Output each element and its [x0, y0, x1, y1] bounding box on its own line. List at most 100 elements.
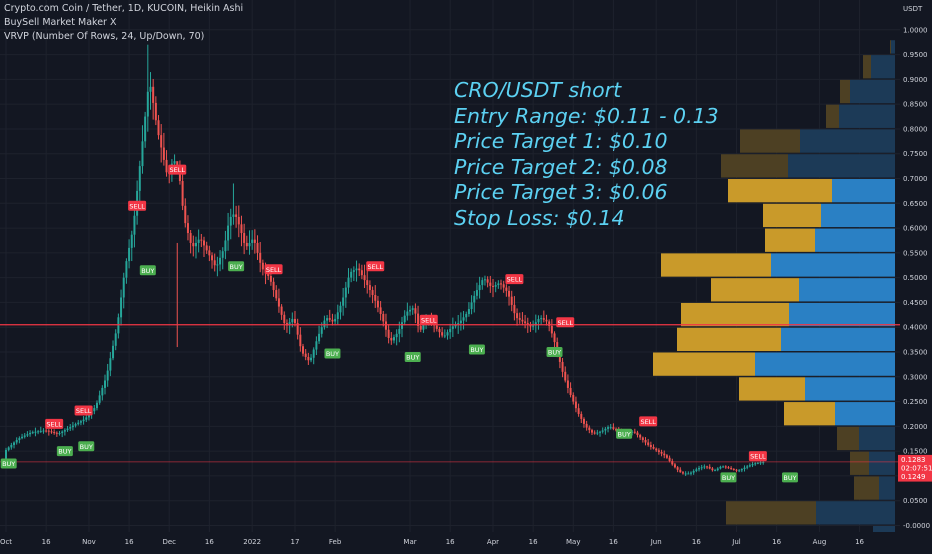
indicator-label-buysell[interactable]: BuySell Market Maker X: [4, 17, 117, 28]
candle-body: [61, 431, 64, 434]
candle-body: [446, 332, 449, 336]
candle-body: [692, 470, 695, 473]
candle-body: [706, 466, 709, 468]
candle-body: [395, 333, 398, 338]
signal-text: SELL: [46, 420, 62, 428]
time-tick-label: Apr: [487, 538, 499, 546]
sell-signal: SELL: [45, 418, 64, 429]
time-tick-label: 16: [125, 538, 134, 546]
candle-body: [398, 328, 401, 334]
signal-badge: [781, 472, 798, 483]
candle-body: [256, 242, 259, 253]
time-axis-bg: [0, 532, 932, 550]
candle-body: [684, 473, 687, 475]
candle-body: [746, 466, 749, 468]
candle-body: [502, 284, 505, 288]
candle-body: [344, 287, 347, 298]
candle-body: [671, 461, 674, 465]
candle-body: [280, 306, 283, 315]
candle-body: [192, 242, 195, 247]
candle-body: [486, 279, 489, 283]
candle-body: [26, 434, 29, 436]
signal-text: SELL: [76, 407, 92, 415]
candle-body: [475, 290, 478, 296]
sell-signal: SELL: [748, 451, 767, 462]
candle-body: [358, 268, 361, 271]
candle-body: [205, 245, 208, 251]
candle-body: [459, 320, 462, 324]
candle-body: [87, 414, 90, 418]
candle-body: [50, 431, 53, 433]
signal-badge: [45, 418, 64, 429]
price-tick-label: 0.6000: [903, 225, 928, 233]
candle-body: [593, 432, 596, 434]
candle-body: [23, 435, 26, 437]
sell-signal: SELL: [419, 314, 438, 325]
candle-body: [703, 466, 706, 468]
candle-body: [277, 298, 280, 307]
signal-badge: [639, 416, 658, 427]
signal-text: BUY: [548, 349, 561, 357]
candle-body: [186, 223, 189, 234]
candle-body: [288, 322, 291, 326]
volume-bar-up: [789, 302, 895, 327]
sell-signal: SELL: [168, 164, 187, 175]
volume-bar-down: [890, 40, 891, 54]
indicator-label-vrvp[interactable]: VRVP (Number Of Rows, 24, Up/Down, 70): [4, 31, 205, 42]
candle-body: [95, 402, 98, 409]
time-tick-label: Feb: [329, 538, 342, 546]
volume-bar-down: [837, 426, 859, 451]
signal-text: SELL: [507, 276, 523, 284]
sell-signal: SELL: [556, 317, 575, 328]
time-tick-label: 16: [772, 538, 781, 546]
candle-body: [162, 147, 165, 160]
candle-body: [513, 304, 516, 314]
candle-body: [109, 358, 112, 371]
candle-body: [719, 466, 722, 469]
line-price-box: 0.1249: [898, 471, 932, 482]
symbol-title[interactable]: Crypto.com Coin / Tether, 1D, KUCOIN, He…: [4, 3, 244, 14]
price-tick-label: 0.7000: [903, 175, 928, 183]
candle-body: [53, 432, 56, 434]
candle-body: [224, 240, 227, 252]
candle-body: [454, 324, 457, 327]
candle-body: [208, 250, 211, 256]
candle-body: [342, 297, 345, 306]
candle-body: [227, 225, 230, 241]
buy-signal: BUY: [228, 261, 245, 272]
candle-body: [360, 270, 363, 276]
candle-body: [561, 361, 564, 372]
candle-body: [379, 307, 382, 315]
candle-body: [740, 468, 743, 471]
time-tick-label: 16: [609, 538, 618, 546]
candle-body: [120, 297, 123, 318]
candle-body: [283, 314, 286, 324]
signal-badge: [264, 264, 283, 275]
candle-body: [339, 305, 342, 313]
candle-body: [31, 432, 34, 434]
candle-body: [582, 418, 585, 424]
candle-body: [585, 423, 588, 428]
candle-body: [730, 468, 733, 470]
candle-body: [304, 353, 307, 357]
candle-body: [165, 159, 168, 173]
candle-body: [665, 455, 668, 458]
buy-signal: BUY: [324, 348, 341, 359]
candle-body: [676, 467, 679, 470]
price-tick-label: 0.3500: [903, 349, 928, 357]
candle-body: [748, 465, 751, 467]
signal-text: SELL: [266, 266, 282, 274]
candle-body: [74, 424, 77, 426]
candle-body: [235, 214, 238, 217]
chart-annotation: CRO/USDT short Entry Range: $0.11 - 0.13…: [454, 78, 719, 231]
volume-bar-down: [826, 104, 839, 128]
signal-text: BUY: [618, 430, 631, 438]
candle-body: [66, 428, 69, 431]
candle-body: [756, 462, 759, 464]
candle-body: [687, 473, 690, 475]
candle-body: [588, 427, 591, 431]
candle-body: [310, 357, 313, 361]
candle-body: [631, 431, 634, 433]
